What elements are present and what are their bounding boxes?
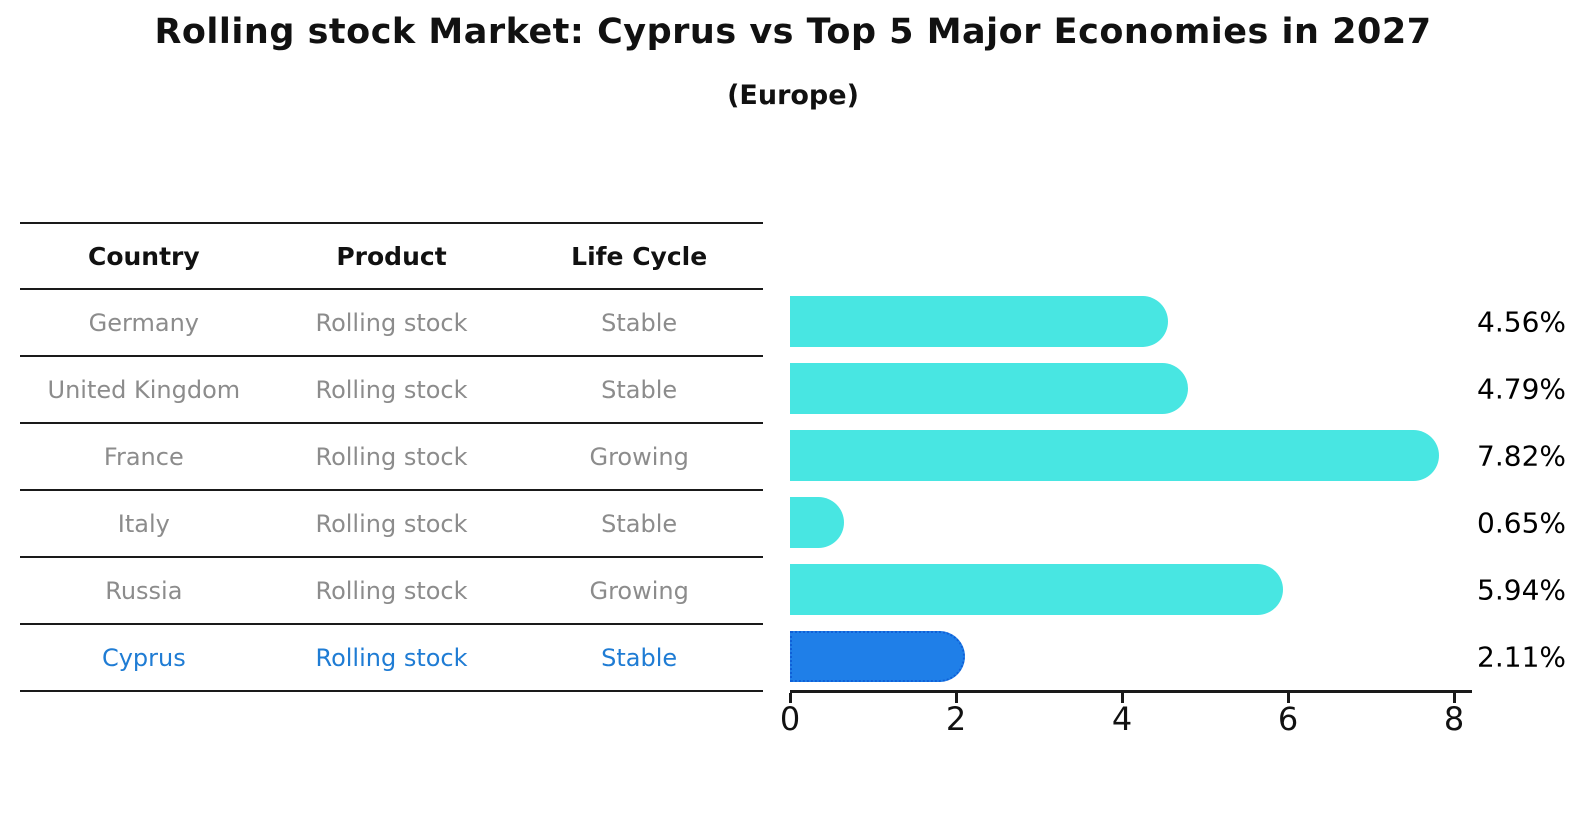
table-row: Russia Rolling stock Growing bbox=[20, 558, 763, 625]
table-row: Cyprus Rolling stock Stable bbox=[20, 625, 763, 692]
table-row: Italy Rolling stock Stable bbox=[20, 491, 763, 558]
product-cell: Rolling stock bbox=[315, 442, 468, 471]
x-axis-tick bbox=[1453, 693, 1456, 703]
bar-france bbox=[790, 430, 1439, 481]
country-cell: Russia bbox=[105, 576, 183, 605]
product-cell: Rolling stock bbox=[315, 576, 468, 605]
x-axis-tick-label: 0 bbox=[779, 700, 801, 738]
chart-title: Rolling stock Market: Cyprus vs Top 5 Ma… bbox=[154, 12, 1432, 52]
product-cell: Rolling stock bbox=[315, 375, 468, 404]
bar-russia bbox=[790, 564, 1283, 615]
table-row: Germany Rolling stock Stable bbox=[20, 290, 763, 357]
header-cell-life-cycle: Life Cycle bbox=[571, 241, 708, 271]
bar-cyprus bbox=[790, 631, 965, 682]
product-cell: Rolling stock bbox=[315, 643, 468, 672]
x-axis-tick-label: 2 bbox=[945, 700, 967, 738]
value-label: 4.56% bbox=[1477, 305, 1566, 338]
life-cycle-cell: Stable bbox=[601, 643, 678, 672]
product-cell: Rolling stock bbox=[315, 308, 468, 337]
x-axis-tick bbox=[1121, 693, 1124, 703]
chart-subtitle: (Europe) bbox=[727, 80, 859, 111]
x-axis-line bbox=[790, 690, 1472, 693]
table-header-row: Country Product Life Cycle bbox=[20, 224, 763, 290]
header-cell-country: Country bbox=[87, 241, 200, 271]
bar-united-kingdom bbox=[790, 363, 1188, 414]
value-label: 2.11% bbox=[1477, 640, 1566, 673]
country-cell: Cyprus bbox=[101, 643, 186, 672]
value-label: 4.79% bbox=[1477, 372, 1566, 405]
life-cycle-cell: Stable bbox=[601, 308, 678, 337]
value-label: 0.65% bbox=[1477, 506, 1566, 539]
country-table: Country Product Life Cycle Germany Rollin… bbox=[20, 222, 763, 692]
country-cell: France bbox=[103, 442, 184, 471]
life-cycle-cell: Stable bbox=[601, 375, 678, 404]
country-cell: United Kingdom bbox=[47, 375, 241, 404]
table-body: Germany Rolling stock Stable United Kingdom… bbox=[20, 290, 763, 692]
life-cycle-cell: Stable bbox=[601, 509, 678, 538]
value-label: 7.82% bbox=[1477, 439, 1566, 472]
life-cycle-cell: Growing bbox=[589, 442, 689, 471]
product-cell: Rolling stock bbox=[315, 509, 468, 538]
table-row: United Kingdom Rolling stock Stable bbox=[20, 357, 763, 424]
value-label: 5.94% bbox=[1477, 573, 1566, 606]
x-axis-tick bbox=[955, 693, 958, 703]
bar-plot: 0 2 4 6 8 bbox=[780, 288, 1472, 738]
country-cell: Germany bbox=[88, 308, 199, 337]
life-cycle-cell: Growing bbox=[589, 576, 689, 605]
bar-italy bbox=[790, 497, 844, 548]
x-axis-tick bbox=[789, 693, 792, 703]
x-axis-tick-label: 6 bbox=[1277, 700, 1299, 738]
x-axis-tick-label: 4 bbox=[1111, 700, 1133, 738]
x-axis-tick-label: 8 bbox=[1443, 700, 1465, 738]
x-axis-tick bbox=[1287, 693, 1290, 703]
country-cell: Italy bbox=[117, 509, 170, 538]
table-row: France Rolling stock Growing bbox=[20, 424, 763, 491]
header-cell-product: Product bbox=[336, 241, 447, 271]
bar-germany bbox=[790, 296, 1168, 347]
